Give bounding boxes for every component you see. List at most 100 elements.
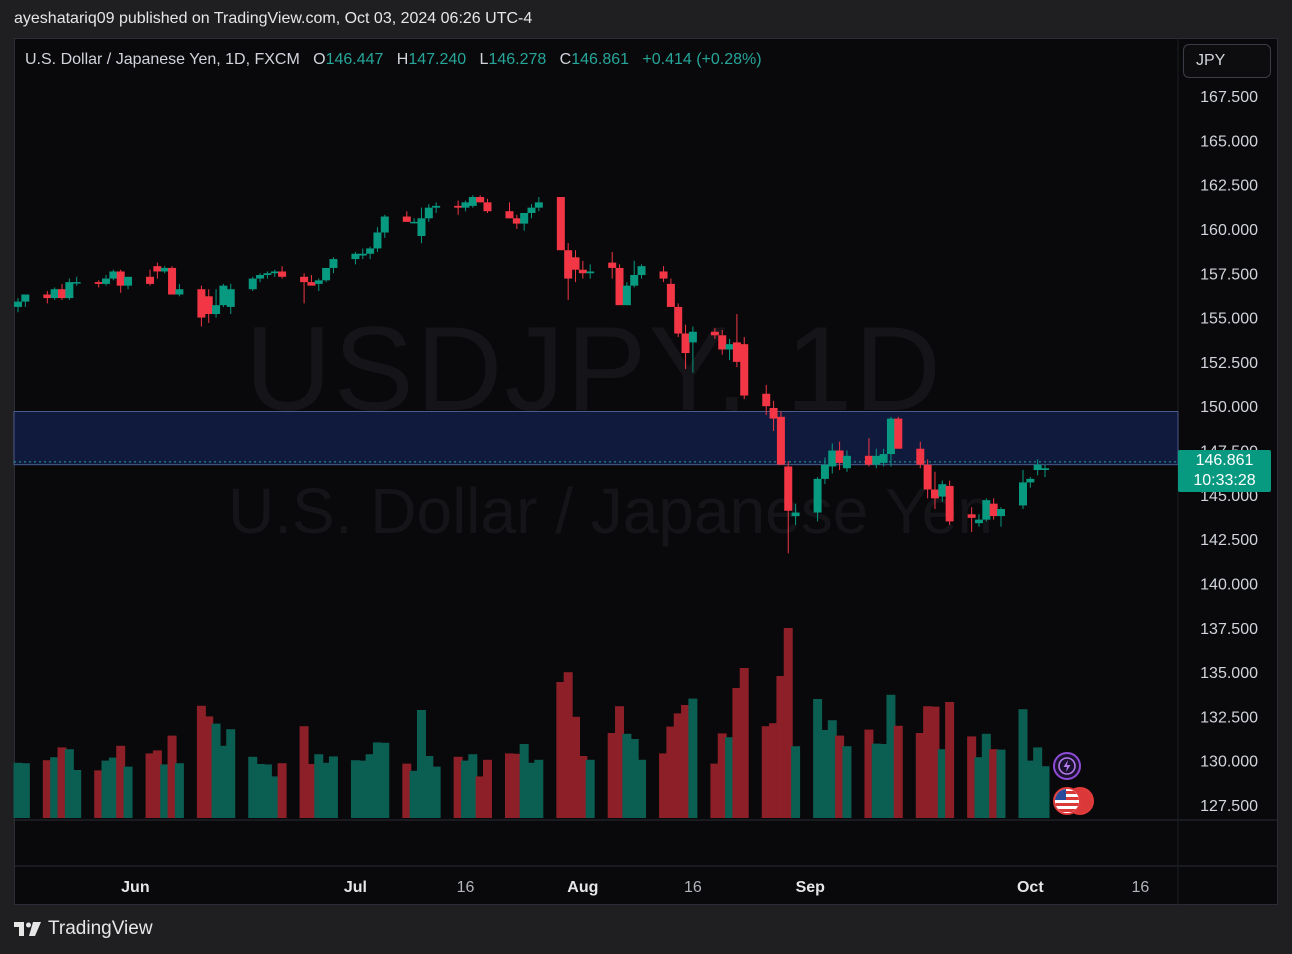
candle-body — [65, 282, 74, 299]
candle-body — [314, 280, 323, 284]
publish-caption: ayeshatariq09 published on TradingView.c… — [14, 10, 533, 27]
candle-body — [534, 202, 543, 208]
candle-body — [50, 289, 59, 299]
price-axis-label: 165.000 — [1200, 133, 1258, 150]
candle-body — [666, 283, 675, 307]
volume-bar — [923, 706, 933, 818]
candle-body — [1033, 464, 1042, 470]
volume-bar — [504, 753, 514, 818]
volume-bar — [306, 764, 316, 818]
candle-body — [512, 218, 521, 224]
time-axis-label: Jul — [344, 879, 367, 896]
volume-bar — [879, 744, 889, 818]
price-axis-label: 135.000 — [1200, 665, 1258, 682]
close-label: C — [559, 51, 572, 68]
volume-bar — [783, 628, 793, 818]
volume-bar — [681, 705, 691, 818]
volume-bar — [915, 733, 925, 818]
candle-body — [659, 271, 668, 279]
price-axis-label: 157.500 — [1200, 266, 1258, 283]
candle-body — [197, 289, 206, 318]
volume-bar — [255, 764, 265, 818]
price-axis-label: 155.000 — [1200, 311, 1258, 328]
candle-body — [974, 519, 983, 524]
candle-body — [322, 267, 331, 281]
candle-body — [571, 257, 580, 270]
bar-countdown: 10:33:28 — [1193, 472, 1256, 489]
candle-body — [578, 269, 587, 274]
volume-bar — [527, 762, 536, 818]
candle-body — [938, 484, 947, 497]
volume-bar — [989, 749, 999, 818]
volume-bar — [145, 753, 155, 818]
change-value: +0.414 (+0.28%) — [642, 51, 762, 68]
volume-bar — [1018, 709, 1028, 818]
candle-body — [373, 232, 382, 249]
volume-bar — [57, 747, 67, 818]
resistance-zone — [13, 411, 1179, 466]
candle-body — [1026, 478, 1035, 483]
candle-body — [263, 273, 272, 276]
volume-bar — [468, 754, 478, 818]
high-label: H — [396, 51, 409, 68]
candle-body — [219, 285, 228, 306]
volume-bar — [424, 756, 434, 818]
candle-body — [828, 450, 837, 467]
us-flag-icon[interactable] — [1053, 787, 1081, 815]
volume-bar — [64, 749, 74, 818]
candle-body — [351, 253, 360, 260]
candle-body — [483, 202, 492, 212]
candle-body — [637, 266, 646, 276]
volume-bar — [761, 726, 771, 818]
candle-body — [461, 202, 470, 208]
candle-body — [358, 253, 367, 256]
candle-body — [630, 275, 639, 286]
candle-body — [864, 455, 873, 465]
footer-brand[interactable]: TradingView — [14, 918, 153, 940]
volume-bar — [453, 756, 463, 818]
volume-bar — [776, 676, 786, 818]
time-axis-label: 16 — [457, 879, 475, 896]
candle-body — [168, 267, 177, 295]
price-axis-label: 145.000 — [1200, 488, 1258, 505]
candle-body — [454, 205, 463, 208]
symbol-name[interactable]: U.S. Dollar / Japanese Yen, 1D, FXCM — [25, 51, 300, 68]
candle-body — [402, 216, 411, 222]
volume-bar — [732, 688, 742, 818]
candle-body — [468, 197, 477, 206]
volume-bar — [725, 737, 735, 818]
volume-bar — [160, 764, 170, 818]
volume-bar — [409, 770, 419, 818]
candle-body — [923, 464, 932, 490]
open-label: O — [313, 51, 326, 68]
candle-body — [1041, 468, 1049, 470]
volume-bar — [1040, 766, 1050, 818]
candle-body — [564, 250, 573, 279]
candle-body — [109, 271, 118, 279]
candle-body — [307, 282, 316, 286]
lightning-icon[interactable] — [1053, 752, 1081, 780]
volume-bar — [167, 735, 177, 818]
volume-bar — [739, 668, 749, 818]
close-value: 146.861 — [571, 51, 630, 68]
low-label: L — [479, 51, 489, 68]
last-price-tag: 146.861 10:33:28 — [1178, 450, 1271, 492]
time-axis-label: 16 — [1131, 879, 1149, 896]
volume-bar — [416, 710, 426, 818]
candle-body — [366, 248, 375, 254]
candle-body — [278, 271, 287, 277]
volume-bar — [108, 757, 118, 818]
candle-body — [835, 450, 844, 463]
candle-body — [160, 267, 169, 272]
candle-body — [967, 514, 976, 518]
symbol-legend: U.S. Dollar / Japanese Yen, 1D, FXCM O 14… — [25, 51, 762, 69]
volume-bar — [519, 744, 529, 818]
candle-body — [894, 418, 903, 449]
candle-body — [21, 294, 30, 302]
price-axis-label: 130.000 — [1200, 754, 1258, 771]
price-axis-label: 142.500 — [1200, 532, 1258, 549]
volume-bar — [578, 756, 588, 818]
currency-button[interactable]: JPY — [1183, 44, 1271, 78]
volume-bar — [314, 754, 324, 818]
